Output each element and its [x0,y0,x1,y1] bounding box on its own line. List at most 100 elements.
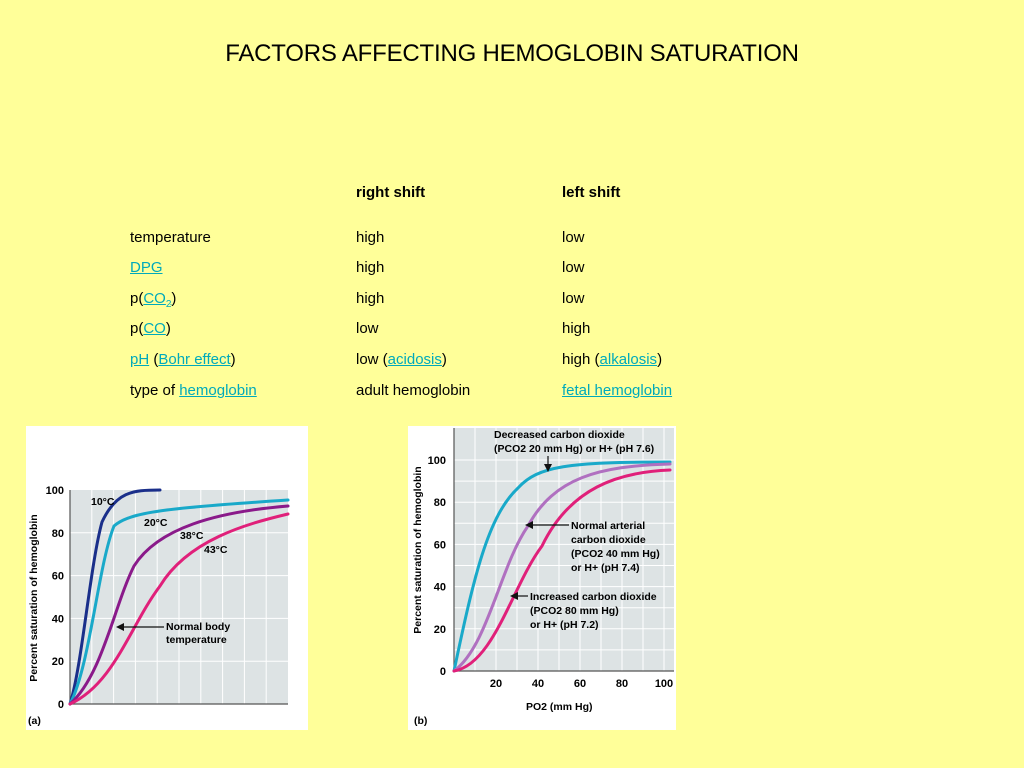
y-tick-label: 40 [52,613,64,625]
cell-text: temperature [130,229,211,246]
link-acidosis[interactable]: acidosis [387,351,442,368]
y-tick-label: 40 [434,582,446,594]
page-title: FACTORS AFFECTING HEMOGLOBIN SATURATION [225,40,799,67]
table-cell-factor: p(CO) [130,320,171,337]
annotation-a-line2: temperature [166,634,227,646]
y-tick-label: 0 [440,666,446,678]
cell-text: low [562,290,585,307]
annotation-decreased-line2: (PCO2 20 mm Hg) or H+ (pH 7.6) [494,443,654,455]
table-cell-left: high [562,320,590,337]
table-cell-right: high [356,290,384,307]
label-10c: 10°C [91,496,115,508]
chart-b-y-label: Percent saturation of hemoglobin [412,466,424,633]
table-cell-left: fetal hemoglobin [562,382,672,399]
link-co[interactable]: CO2 [143,290,172,310]
y-tick-label: 100 [428,455,446,467]
annotation-normal-line2: carbon dioxide [571,534,646,546]
x-tick-label: 60 [574,678,586,690]
x-tick-label: 40 [532,678,544,690]
y-tick-label: 60 [52,571,64,583]
chart-a-y-ticks: 0 20 40 60 80 100 [46,485,64,711]
y-tick-label: 20 [434,624,446,636]
table-cell-right: low [356,320,379,337]
annotation-a-arrowhead [116,623,124,631]
cell-text: high [356,259,385,276]
cell-text: p( [130,290,144,307]
table-cell-factor: temperature [130,229,211,246]
x-tick-label: 80 [616,678,628,690]
cell-text: low ( [356,351,388,368]
table-cell-right: high [356,259,384,276]
table-cell-left: high (alkalosis) [562,351,662,368]
table-cell-factor: pH (Bohr effect) [130,351,236,368]
cell-text: low [562,229,585,246]
header-right-shift: right shift [356,184,426,201]
y-tick-label: 0 [58,699,64,711]
dissociation-curve [68,488,162,706]
dissociation-curve [68,512,290,706]
figure-b-co2-ph: 0 20 40 60 80 100 20 40 60 80 100 Decreased carbon… [408,426,676,730]
dissociation-curve [68,504,290,706]
y-tick-label: 60 [434,539,446,551]
chart-b-svg: 0 20 40 60 80 100 20 40 60 80 100 Decreased carbon… [412,428,674,727]
link-hemoglobin[interactable]: hemoglobin [179,382,257,399]
table-cell-factor: p(CO2) [130,290,176,310]
chart-a-svg: 0 20 40 60 80 100 10°C 20°C 38°C 43°C Normal … [28,485,290,727]
cell-text: ) [165,320,171,337]
annotation-increased-line1: Increased carbon dioxide [530,591,657,603]
y-tick-label: 80 [434,497,446,509]
label-20c: 20°C [144,517,168,529]
annotation-decreased-arrowhead [544,464,552,472]
panel-a-label: (a) [28,715,41,727]
header-left-shift: left shift [562,184,621,201]
cell-text: adult hemoglobin [356,382,471,399]
table-cell-right: adult hemoglobin [356,382,470,399]
link-bohr-effect[interactable]: Bohr effect [158,351,231,368]
annotation-normal-line1: Normal arterial [571,520,645,532]
annotation-normal-arrowhead [525,521,533,529]
cell-text: p( [130,320,144,337]
link-subscript: 2 [165,299,172,310]
label-38c: 38°C [180,530,204,542]
annotation-increased-line2: (PCO2 80 mm Hg) [530,605,619,617]
cell-text: low [562,259,585,276]
cell-text: ) [171,290,177,307]
dissociation-curve [452,460,672,673]
dissociation-curve [68,498,290,706]
table-cell-factor: DPG [130,259,163,276]
link-dpg[interactable]: DPG [130,259,163,276]
cell-text: high [356,229,385,246]
annotation-increased-arrowhead [510,592,518,600]
table-cell-left: low [562,290,585,307]
table-cell-factor: type of hemoglobin [130,382,257,399]
cell-text: high [356,290,385,307]
cell-text: ) [657,351,663,368]
annotation-decreased-line1: Decreased carbon dioxide [494,429,625,441]
chart-a-y-label: Percent saturation of hemoglobin [28,514,40,681]
cell-text: ) [441,351,447,368]
link-co[interactable]: CO [143,320,166,337]
y-tick-label: 100 [46,485,64,497]
table-cell-right: high [356,229,384,246]
figure-a-temperature: 0 20 40 60 80 100 10°C 20°C 38°C 43°C Normal … [26,426,308,730]
cell-text: high ( [562,351,600,368]
link-alkalosis[interactable]: alkalosis [599,351,658,368]
annotation-a-line1: Normal body [166,621,230,633]
cell-text: type of [130,382,180,399]
table-cell-right: low (acidosis) [356,351,447,368]
chart-b-plot-area [454,428,674,671]
link-ph[interactable]: pH [130,351,150,368]
link-fetal-hemoglobin[interactable]: fetal hemoglobin [562,382,673,399]
cell-text: high [562,320,591,337]
annotation-normal-line4: or H+ (pH 7.4) [571,562,640,574]
y-tick-label: 80 [52,528,64,540]
annotation-normal-line3: (PCO2 40 mm Hg) [571,548,660,560]
label-43c: 43°C [204,544,228,556]
table-cell-left: low [562,229,585,246]
annotation-increased-line3: or H+ (pH 7.2) [530,619,599,631]
chart-b-x-label: PO2 (mm Hg) [526,701,593,713]
y-tick-label: 20 [52,656,64,668]
dissociation-curve [452,468,672,673]
table-cell-left: low [562,259,585,276]
panel-b-label: (b) [414,715,427,727]
